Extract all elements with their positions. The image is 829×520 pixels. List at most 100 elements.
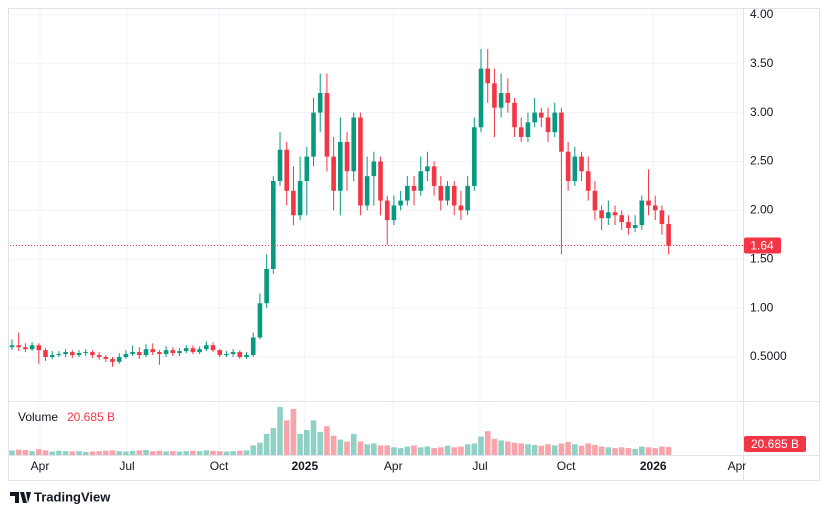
candle-body bbox=[585, 171, 591, 191]
volume-bar bbox=[518, 443, 525, 455]
volume-bar bbox=[531, 445, 538, 455]
volume-bar bbox=[216, 451, 223, 455]
candle-body bbox=[170, 350, 176, 354]
volume-bar bbox=[350, 433, 357, 455]
candle-body bbox=[237, 352, 243, 357]
volume-bar bbox=[223, 451, 230, 455]
volume-bar bbox=[304, 430, 310, 455]
volume-bar bbox=[364, 444, 370, 455]
candle-body bbox=[371, 161, 377, 177]
volume-bar bbox=[397, 448, 404, 455]
y-tick-label: 1.00 bbox=[750, 300, 774, 314]
candle-body bbox=[666, 224, 671, 246]
candle-body bbox=[552, 112, 558, 133]
candle-body bbox=[271, 181, 276, 270]
x-tick-label: Oct bbox=[557, 459, 576, 473]
candle-body bbox=[572, 156, 578, 182]
brand-name: TradingView bbox=[34, 489, 111, 504]
volume-bar bbox=[545, 444, 551, 455]
candle-body bbox=[297, 181, 303, 216]
volume-bar bbox=[149, 451, 156, 455]
volume-bar bbox=[652, 448, 659, 455]
volume-bar bbox=[89, 451, 96, 455]
volume-bar bbox=[9, 450, 15, 455]
candle-body bbox=[451, 185, 457, 206]
last-volume-label: 20.685 B bbox=[751, 437, 799, 451]
volume-bar bbox=[136, 450, 143, 455]
volume-bar bbox=[538, 445, 545, 455]
volume-bar bbox=[505, 441, 511, 455]
last-price-label: 1.64 bbox=[750, 239, 774, 253]
y-tick-label: 2.00 bbox=[750, 203, 774, 217]
volume-bar bbox=[444, 445, 451, 455]
candle-body bbox=[244, 355, 249, 357]
volume-bar bbox=[438, 447, 444, 455]
volume-bar bbox=[357, 441, 364, 455]
volume-bar bbox=[69, 451, 76, 455]
candle-body bbox=[579, 156, 584, 172]
candle-body bbox=[438, 185, 444, 201]
candle-body bbox=[76, 353, 82, 356]
volume-bar bbox=[49, 451, 56, 455]
volume-bar bbox=[612, 448, 618, 455]
candle-body bbox=[157, 352, 162, 355]
x-tick-label: Apr bbox=[384, 459, 403, 473]
candle-body bbox=[411, 185, 417, 191]
volume-bar bbox=[283, 420, 290, 455]
volume-bar bbox=[645, 447, 652, 455]
candle-body bbox=[358, 117, 363, 206]
candle-body bbox=[639, 200, 645, 226]
candle-body bbox=[619, 215, 625, 223]
volume-bar bbox=[639, 446, 645, 455]
candle-body bbox=[324, 93, 330, 157]
volume-bar bbox=[625, 448, 632, 455]
candle-body bbox=[70, 352, 75, 356]
candle-body bbox=[110, 358, 115, 362]
volume-bar bbox=[471, 443, 478, 455]
labels: 4.00 3.50 3.00 2.50 2.00 1.50 1.00 0.5000 Apr Jul… bbox=[31, 7, 806, 473]
volume-bar bbox=[578, 445, 585, 455]
x-tick-label: 2025 bbox=[291, 459, 318, 473]
last-price-badge bbox=[744, 237, 781, 254]
volume-bar bbox=[391, 447, 397, 455]
x-tick-label: Jul bbox=[119, 459, 134, 473]
volume-bar bbox=[484, 431, 491, 455]
candle-body bbox=[63, 352, 68, 355]
candle-body bbox=[431, 166, 437, 186]
candle-body bbox=[532, 112, 537, 123]
candle-body bbox=[565, 151, 571, 182]
candle-body bbox=[116, 356, 122, 362]
candle-body bbox=[36, 345, 42, 351]
candle-body bbox=[478, 68, 484, 128]
volume-bar bbox=[417, 447, 424, 455]
candle-body bbox=[592, 190, 598, 211]
volume-bar bbox=[196, 451, 203, 455]
candle-body bbox=[197, 349, 202, 353]
volume-bar bbox=[42, 450, 49, 455]
volume-bar bbox=[330, 435, 337, 455]
chart-frame bbox=[8, 8, 820, 481]
candle-body bbox=[137, 352, 142, 356]
volume-bar bbox=[659, 446, 665, 455]
volume-bar bbox=[163, 451, 169, 455]
candle-body bbox=[632, 225, 638, 228]
candle-body bbox=[204, 345, 209, 350]
candle-body bbox=[190, 348, 196, 353]
volume-bar bbox=[605, 447, 612, 455]
candle-body bbox=[505, 93, 511, 103]
x-tick-label: Oct bbox=[210, 459, 229, 473]
candle-body bbox=[344, 141, 350, 172]
volume-bar bbox=[143, 450, 149, 455]
volume-bar bbox=[203, 450, 210, 455]
candle-body bbox=[512, 102, 517, 128]
volume-bar bbox=[491, 438, 498, 455]
candle-body bbox=[331, 156, 336, 191]
volume-bar bbox=[565, 441, 571, 455]
candle-body bbox=[472, 127, 477, 186]
candle-body bbox=[545, 117, 551, 133]
volume-bar bbox=[237, 450, 243, 455]
candle-body bbox=[351, 117, 357, 172]
candle-body bbox=[418, 171, 424, 191]
candle-body bbox=[398, 200, 403, 206]
volume-bar bbox=[190, 450, 196, 455]
